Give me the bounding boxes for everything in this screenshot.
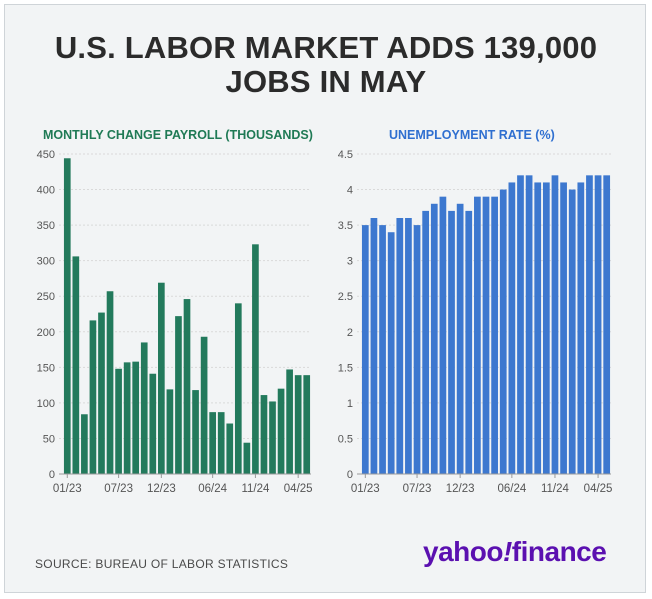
payroll-x-tick-label: 12/23 [147, 483, 176, 495]
unemployment-y-tick-label: 3 [347, 256, 353, 268]
payroll-bar-06-24 [209, 412, 216, 474]
unemployment-bar-12-24 [560, 182, 567, 474]
payroll-chart-title: MONTHLY CHANGE PAYROLL (THOUSANDS) [43, 128, 313, 142]
unemployment-bar-02-24 [474, 196, 481, 474]
unemployment-bar-10-24 [542, 182, 550, 474]
payroll-bar-04-23 [89, 320, 97, 474]
unemployment-bar-01-25 [568, 189, 576, 475]
payroll-bar-10-23 [140, 342, 148, 474]
unemployment-y-tick-label: 3.5 [338, 220, 353, 232]
unemployment-bar-04-24 [491, 196, 498, 474]
payroll-bar-02-25 [277, 388, 285, 474]
unemployment-bar-01-23 [361, 225, 369, 474]
unemployment-bar-05-25 [603, 175, 611, 475]
payroll-bar-08-24 [226, 423, 234, 474]
payroll-bar-06-23 [106, 291, 114, 474]
unemployment-chart-title: UNEMPLOYMENT RATE (%) [389, 128, 555, 142]
payroll-y-tick-label: 150 [37, 362, 55, 374]
unemployment-bar-03-23 [379, 225, 386, 474]
payroll-x-tick-label: 07/23 [104, 483, 133, 495]
unemployment-y-tick-label: 4.5 [338, 149, 353, 161]
unemployment-bar-09-23 [430, 203, 438, 474]
payroll-y-tick-label: 200 [37, 327, 55, 339]
payroll-y-tick-label: 350 [37, 220, 55, 232]
payroll-bar-07-23 [115, 368, 122, 474]
unemployment-bar-05-24 [499, 189, 507, 475]
payroll-x-tick-label: 04/25 [284, 483, 313, 495]
unemployment-y-tick-label: 2.5 [338, 291, 353, 303]
unemployment-y-tick-label: 0.5 [338, 433, 353, 445]
payroll-bar-01-24 [166, 389, 174, 474]
unemployment-bar-06-24 [508, 182, 516, 474]
payroll-bar-10-24 [243, 442, 251, 474]
unemployment-x-tick-label: 04/25 [584, 483, 613, 495]
unemployment-bar-10-23 [439, 196, 447, 474]
payroll-bar-08-23 [123, 362, 131, 474]
unemployment-x-tick-label: 06/24 [497, 483, 526, 495]
unemployment-bar-05-23 [396, 218, 404, 474]
unemployment-bar-02-25 [577, 182, 585, 474]
unemployment-y-tick-label: 0 [347, 469, 353, 481]
payroll-bar-04-24 [192, 390, 199, 474]
payroll-bar-01-23 [63, 158, 71, 474]
payroll-bar-09-24 [234, 303, 242, 474]
payroll-bar-07-24 [217, 412, 225, 474]
headline-line-1: U.S. LABOR MARKET ADDS 139,000 [54, 30, 598, 65]
payroll-bar-01-25 [269, 401, 276, 474]
unemployment-y-tick-label: 4 [347, 185, 353, 197]
payroll-bar-11-24 [252, 244, 259, 474]
unemployment-bar-02-23 [370, 218, 378, 474]
unemployment-bar-07-24 [517, 175, 524, 475]
payroll-bar-02-24 [175, 316, 182, 474]
payroll-bar-12-24 [260, 395, 268, 474]
unemployment-bar-09-24 [534, 182, 542, 474]
unemployment-bar-11-23 [448, 210, 455, 474]
unemployment-y-tick-label: 1 [347, 398, 353, 410]
payroll-bar-03-25 [286, 369, 293, 474]
yahoo-finance-logo: yahoo!finance [423, 536, 607, 567]
unemployment-bar-08-23 [422, 210, 430, 474]
payroll-y-tick-label: 400 [37, 185, 55, 197]
payroll-bar-09-23 [132, 361, 140, 474]
payroll-x-tick-label: 06/24 [198, 483, 227, 495]
unemployment-bar-08-24 [525, 175, 533, 475]
unemployment-bar-01-24 [465, 210, 473, 474]
unemployment-bar-12-23 [456, 203, 464, 474]
unemployment-bar-06-23 [405, 218, 412, 474]
payroll-x-tick-label: 01/23 [53, 483, 82, 495]
unemployment-bar-11-24 [551, 175, 559, 475]
charts-area: MONTHLY CHANGE PAYROLL (THOUSANDS)050100… [37, 128, 613, 495]
payroll-bar-05-23 [98, 312, 105, 474]
payroll-y-tick-label: 100 [37, 398, 55, 410]
payroll-y-tick-label: 0 [49, 469, 55, 481]
payroll-bar-03-24 [183, 299, 191, 474]
unemployment-bar-04-23 [387, 232, 395, 474]
unemployment-x-tick-label: 07/23 [403, 483, 432, 495]
payroll-y-tick-label: 50 [43, 433, 55, 445]
unemployment-bar-03-25 [586, 175, 593, 475]
unemployment-bar-07-23 [413, 225, 421, 474]
payroll-y-tick-label: 300 [37, 256, 55, 268]
payroll-y-tick-label: 250 [37, 291, 55, 303]
unemployment-bar-04-25 [594, 175, 602, 475]
payroll-bar-02-23 [72, 256, 80, 474]
payroll-bar-03-23 [81, 414, 88, 474]
payroll-bar-12-23 [158, 282, 165, 474]
unemployment-x-tick-label: 12/23 [446, 483, 475, 495]
payroll-bar-11-23 [149, 373, 157, 474]
unemployment-y-tick-label: 2 [347, 327, 353, 339]
headline: U.S. LABOR MARKET ADDS 139,000 JOBS IN M… [5, 31, 647, 99]
payroll-bar-04-25 [294, 375, 302, 474]
unemployment-x-tick-label: 11/24 [541, 483, 570, 495]
unemployment-x-tick-label: 01/23 [351, 483, 380, 495]
source-note: SOURCE: BUREAU OF LABOR STATISTICS [35, 557, 289, 571]
headline-line-2: JOBS IN MAY [225, 64, 427, 99]
unemployment-y-tick-label: 1.5 [338, 362, 353, 374]
payroll-x-tick-label: 11/24 [241, 483, 270, 495]
payroll-y-tick-label: 450 [37, 149, 55, 161]
payroll-bar-05-24 [200, 336, 208, 474]
infographic-card: U.S. LABOR MARKET ADDS 139,000 JOBS IN M… [4, 4, 646, 593]
payroll-bar-05-25 [303, 375, 311, 474]
unemployment-bar-03-24 [482, 196, 490, 474]
